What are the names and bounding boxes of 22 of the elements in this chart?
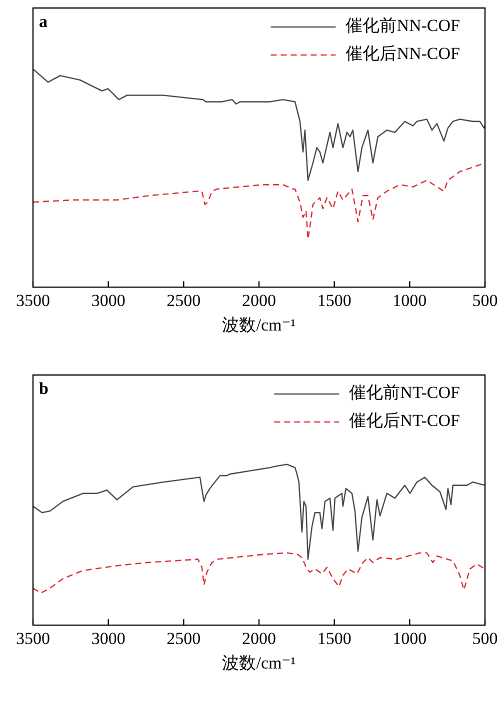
- legend-label: 催化前NN-COF: [346, 16, 460, 35]
- x-tick-label: 1000: [392, 290, 427, 310]
- chart-title: b: [39, 378, 48, 398]
- x-tick-label: 1500: [317, 290, 352, 310]
- legend-label: 催化后NT-COF: [349, 410, 460, 430]
- x-tick-label: 2000: [242, 628, 276, 648]
- chart-title: a: [39, 12, 48, 31]
- legend-label: 催化后NN-COF: [346, 44, 460, 63]
- x-tick-label: 3000: [91, 628, 126, 648]
- x-tick-label: 3000: [91, 290, 126, 310]
- x-tick-label: 500: [472, 628, 498, 648]
- x-tick-label: 1500: [317, 628, 352, 648]
- x-tick-label: 1000: [392, 628, 427, 648]
- legend-label: 催化前NT-COF: [349, 382, 460, 402]
- x-tick-label: 2500: [166, 628, 201, 648]
- x-axis-title: 波数/cm⁻¹: [222, 653, 296, 672]
- x-tick-label: 3500: [16, 290, 50, 310]
- x-tick-label: 3500: [16, 628, 50, 648]
- x-tick-label: 2500: [166, 290, 201, 310]
- x-tick-label: 2000: [242, 290, 276, 310]
- x-tick-label: 500: [472, 290, 498, 310]
- x-axis-title: 波数/cm⁻¹: [222, 315, 296, 334]
